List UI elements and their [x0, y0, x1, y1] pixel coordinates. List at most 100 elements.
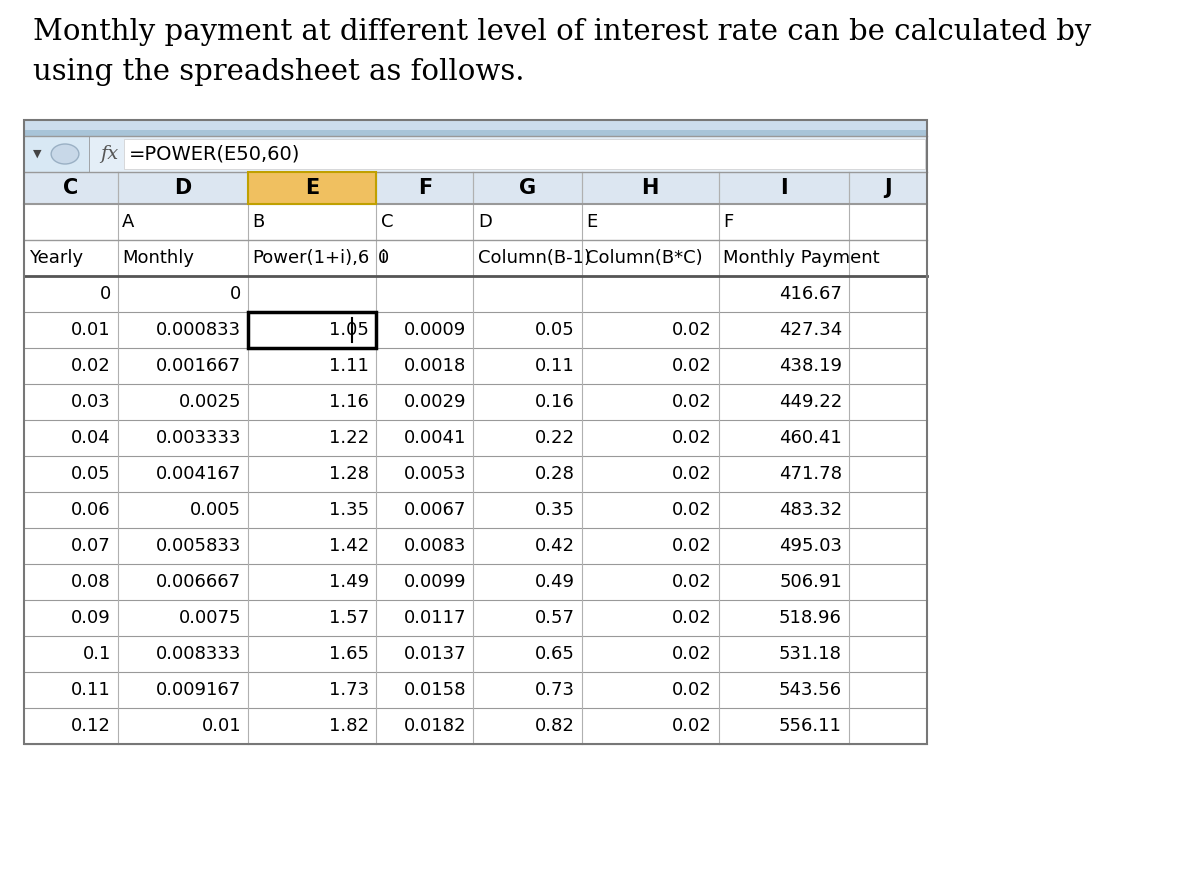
Bar [473, 708, 582, 744]
Text: 1.35: 1.35 [329, 501, 369, 519]
Bar [24, 120, 927, 744]
Bar [719, 312, 849, 348]
Text: B: B [253, 213, 265, 231]
Bar [376, 636, 473, 672]
Text: 460.41: 460.41 [779, 429, 842, 447]
Text: 0.08: 0.08 [72, 573, 111, 591]
Bar [582, 708, 719, 744]
Bar [24, 528, 117, 564]
Text: 0: 0 [230, 285, 241, 303]
Bar [849, 240, 927, 276]
Bar [248, 708, 376, 744]
Bar [117, 564, 248, 600]
Bar [582, 564, 719, 600]
Text: 0.0158: 0.0158 [404, 681, 466, 699]
Text: 0.02: 0.02 [672, 537, 712, 555]
Text: 427.34: 427.34 [779, 321, 842, 339]
Text: 0.16: 0.16 [536, 393, 575, 411]
Text: 0.008333: 0.008333 [156, 645, 241, 663]
Text: 0.0067: 0.0067 [404, 501, 466, 519]
Bar [582, 204, 719, 240]
Bar [376, 348, 473, 384]
Bar [24, 348, 117, 384]
Text: 0.06: 0.06 [72, 501, 111, 519]
Bar [123, 139, 925, 169]
Bar [849, 172, 927, 204]
Bar [117, 600, 248, 636]
Text: 0.01: 0.01 [201, 717, 241, 735]
Text: 0.57: 0.57 [534, 609, 575, 627]
Text: 0.009167: 0.009167 [156, 681, 241, 699]
Text: 0.02: 0.02 [672, 393, 712, 411]
Bar [473, 672, 582, 708]
Text: 0.0083: 0.0083 [404, 537, 466, 555]
Bar [24, 384, 117, 420]
Bar [376, 312, 473, 348]
Text: Monthly payment at different level of interest rate can be calculated by: Monthly payment at different level of in… [34, 18, 1091, 46]
Bar [24, 136, 90, 172]
Bar [24, 240, 117, 276]
Text: 543.56: 543.56 [779, 681, 842, 699]
Text: 0.05: 0.05 [71, 465, 111, 483]
Text: i: i [381, 249, 386, 267]
Bar [719, 276, 849, 312]
Text: 0.22: 0.22 [534, 429, 575, 447]
Text: 449.22: 449.22 [779, 393, 842, 411]
Text: 506.91: 506.91 [779, 573, 842, 591]
Text: 1.73: 1.73 [329, 681, 369, 699]
Text: 0.02: 0.02 [672, 645, 712, 663]
Bar [248, 456, 376, 492]
Bar [24, 600, 117, 636]
Bar [24, 636, 117, 672]
Bar [24, 564, 117, 600]
Text: fx: fx [99, 145, 117, 163]
Bar [849, 636, 927, 672]
Bar [849, 528, 927, 564]
Bar [24, 312, 117, 348]
Bar [24, 172, 117, 204]
Bar [248, 240, 376, 276]
Text: G: G [519, 178, 537, 198]
Text: 0.02: 0.02 [672, 465, 712, 483]
Text: E: E [586, 213, 598, 231]
Bar [473, 276, 582, 312]
Bar [376, 276, 473, 312]
Bar [24, 120, 927, 136]
Text: Yearly: Yearly [29, 249, 83, 267]
Bar [473, 312, 582, 348]
Text: I: I [780, 178, 787, 198]
Ellipse shape [52, 144, 79, 164]
Text: 416.67: 416.67 [779, 285, 842, 303]
Bar [117, 312, 248, 348]
Bar [117, 420, 248, 456]
Bar [117, 172, 248, 204]
Bar [473, 204, 582, 240]
Text: 1.65: 1.65 [329, 645, 369, 663]
Bar [117, 492, 248, 528]
Bar [117, 276, 248, 312]
Bar [849, 492, 927, 528]
Bar [719, 420, 849, 456]
Text: 0.11: 0.11 [71, 681, 111, 699]
Text: E: E [305, 178, 320, 198]
Bar [582, 240, 719, 276]
Bar [376, 600, 473, 636]
Text: Column(B*C): Column(B*C) [586, 249, 703, 267]
Text: 0.03: 0.03 [71, 393, 111, 411]
Text: 1.22: 1.22 [329, 429, 369, 447]
Text: =POWER(E50,60): =POWER(E50,60) [129, 145, 301, 163]
Bar [24, 456, 117, 492]
Bar [582, 672, 719, 708]
Text: 0.05: 0.05 [536, 321, 575, 339]
Text: 0.65: 0.65 [536, 645, 575, 663]
Text: 1.05: 1.05 [329, 321, 369, 339]
Bar [719, 492, 849, 528]
Bar [248, 600, 376, 636]
Text: 1.16: 1.16 [329, 393, 369, 411]
Bar [248, 172, 376, 204]
Bar [849, 564, 927, 600]
Text: 0.005833: 0.005833 [156, 537, 241, 555]
Bar [248, 528, 376, 564]
Text: 0.07: 0.07 [71, 537, 111, 555]
Bar [719, 708, 849, 744]
